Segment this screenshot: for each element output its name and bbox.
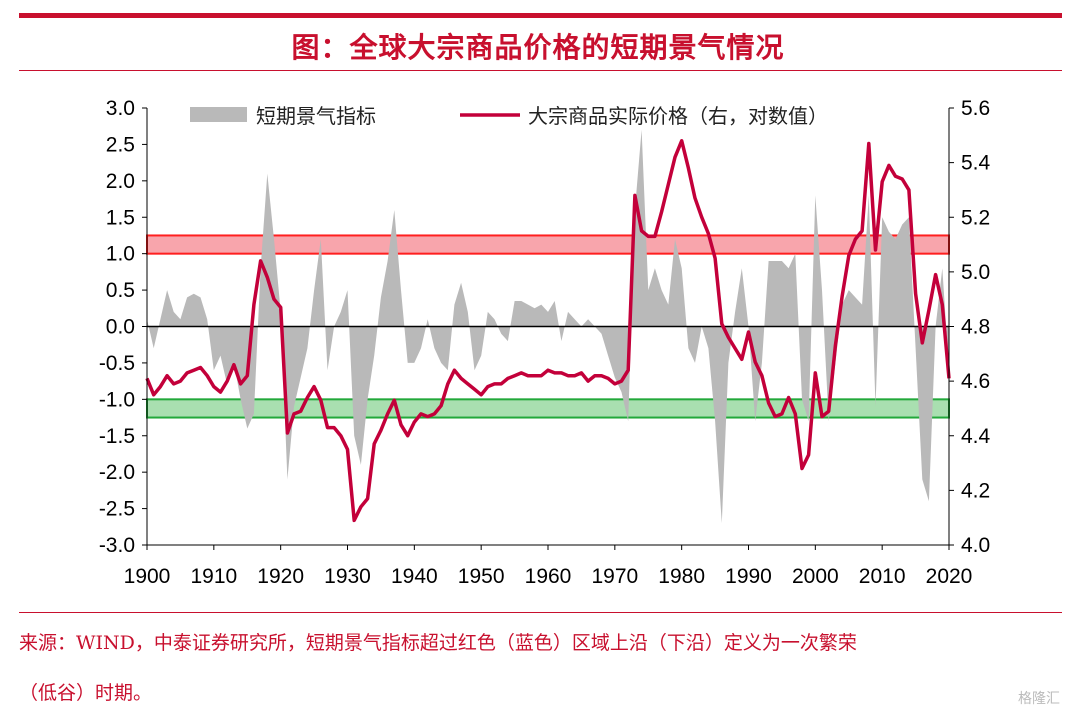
title-divider	[19, 70, 1062, 71]
axes: 3.0 2.5 2.0 1.5 1.0 0.5 0.0 -0.5 -1.0 -1.5 -2.0 -2.…	[99, 97, 991, 588]
commodity-price-line	[145, 139, 951, 523]
x-tick-label: 1920	[257, 565, 304, 588]
left-tick-label: 2.5	[106, 133, 135, 156]
right-tick-label: 4.2	[961, 479, 990, 502]
left-tick-label: 1.0	[106, 243, 135, 266]
line-series	[145, 139, 951, 523]
left-tick-label: -2.0	[99, 461, 135, 484]
legend: 短期景气指标 大宗商品实际价格（右，对数值）	[190, 105, 828, 128]
left-tick-label: 3.0	[106, 97, 135, 120]
x-tick-label: 1950	[458, 565, 505, 588]
legend-area-swatch	[190, 107, 247, 122]
x-tick-label: 1970	[591, 565, 638, 588]
right-tick-label: 4.6	[961, 370, 990, 393]
source-note-line1: 来源：WIND，中泰证券研究所，短期景气指标超过红色（蓝色）区域上沿（下沿）定义…	[19, 632, 857, 654]
right-tick-label: 4.8	[961, 316, 990, 339]
left-tick-label: -1.0	[99, 388, 135, 411]
page-title: 图：全球大宗商品价格的短期景气情况	[291, 31, 785, 64]
x-tick-label: 1910	[190, 565, 237, 588]
title-top-bar	[19, 13, 1062, 18]
x-tick-label: 2000	[792, 565, 839, 588]
x-tick-label: 2010	[859, 565, 906, 588]
right-tick-label: 5.2	[961, 206, 990, 229]
legend-area-label: 短期景气指标	[256, 105, 376, 128]
x-tick-label: 1960	[525, 565, 572, 588]
x-tick-label: 1980	[658, 565, 705, 588]
right-tick-label: 4.4	[961, 425, 991, 448]
x-tick-label: 1990	[725, 565, 772, 588]
watermark-logo: 格隆汇	[1018, 691, 1060, 707]
x-tick-label: 1930	[324, 565, 371, 588]
x-tick-label: 1900	[124, 565, 171, 588]
right-tick-label: 5.0	[961, 261, 990, 284]
source-note-line2: （低谷）时期。	[19, 682, 153, 704]
footer-divider	[19, 612, 1062, 613]
left-tick-label: -3.0	[99, 534, 135, 557]
legend-line-label: 大宗商品实际价格（右，对数值）	[528, 105, 828, 128]
left-tick-label: 1.5	[106, 206, 135, 229]
left-tick-label: -1.5	[99, 425, 135, 448]
right-tick-label: 5.6	[961, 97, 990, 120]
left-tick-label: 0.5	[106, 279, 135, 302]
left-tick-label: 0.0	[106, 316, 135, 339]
x-tick-label: 1940	[391, 565, 438, 588]
left-tick-label: -2.5	[99, 498, 135, 521]
right-tick-label: 5.4	[961, 152, 991, 175]
left-tick-label: 2.0	[106, 170, 135, 193]
x-tick-label: 2020	[926, 565, 973, 588]
left-tick-label: -0.5	[99, 352, 135, 375]
right-tick-label: 4.0	[961, 534, 990, 557]
